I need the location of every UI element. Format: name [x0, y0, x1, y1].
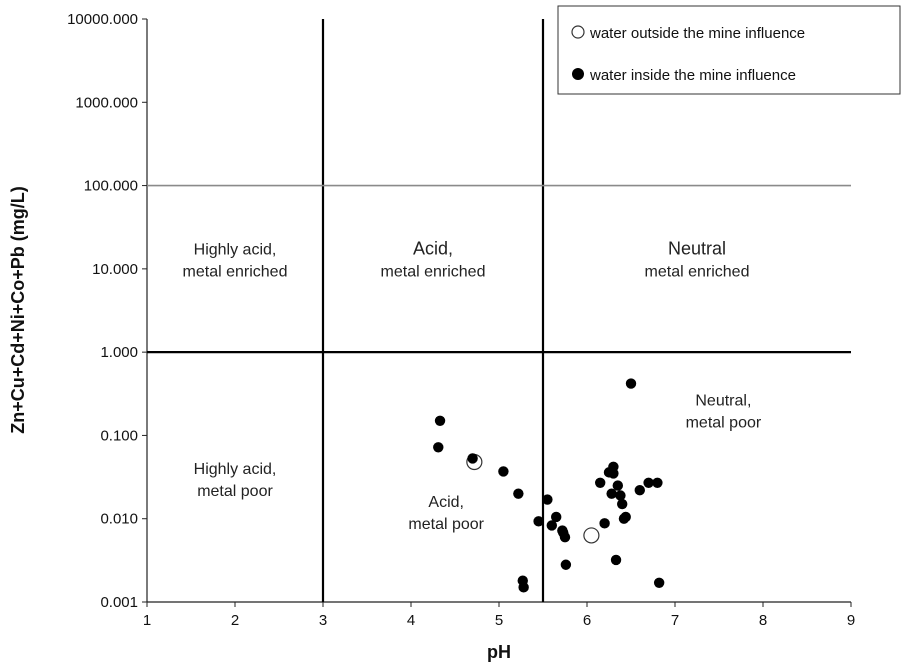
region-labels: Highly acid, metal enriched Acid, metal enr… [183, 238, 762, 533]
data-point-inside [558, 527, 569, 538]
data-point-inside [643, 477, 654, 488]
x-tick-label: 4 [407, 612, 415, 629]
y-tick-label: 1000.000 [75, 94, 138, 111]
x-tick-label: 1 [143, 612, 151, 629]
x-tick-label: 5 [495, 612, 503, 629]
data-point-inside [606, 488, 617, 499]
region-label: Highly acid, [194, 241, 277, 258]
region-label: Highly acid, [194, 461, 277, 478]
data-point-inside [467, 453, 478, 464]
region-label: Acid, [428, 494, 464, 511]
x-axis-title: pH [487, 642, 511, 662]
data-point-inside [513, 488, 524, 499]
x-tick-label: 3 [319, 612, 327, 629]
y-tick-label: 10.000 [92, 261, 138, 278]
y-axis-title: Zn+Cu+Cd+Ni+Co+Pb (mg/L) [8, 186, 28, 434]
data-point-inside [551, 511, 562, 523]
x-tick-label: 7 [671, 612, 679, 629]
legend-marker-outside [571, 25, 585, 39]
data-point-inside [608, 468, 619, 479]
data-point-inside [612, 480, 623, 491]
region-label: metal enriched [381, 263, 486, 280]
legend-label-outside: water outside the mine influence [589, 25, 805, 42]
legend-label-inside: water inside the mine influence [589, 67, 796, 84]
data-point-inside [542, 494, 553, 505]
region-label: metal poor [197, 483, 273, 500]
data-point-inside [653, 577, 665, 589]
y-tick-label: 0.001 [100, 594, 138, 611]
region-label: Neutral, [695, 392, 751, 409]
data-point-inside [595, 477, 606, 488]
y-tick-label: 10000.000 [67, 11, 138, 28]
region-label: metal poor [408, 516, 484, 533]
plot-area [146, 19, 851, 603]
region-label: metal enriched [183, 263, 288, 280]
data-point-inside [610, 554, 622, 566]
y-tick-label: 100.000 [84, 178, 138, 195]
legend: water outside the mine influence water i… [557, 5, 901, 95]
data-point-inside [434, 415, 446, 426]
y-tick-label: 0.100 [100, 427, 138, 444]
data-point-inside [546, 520, 557, 531]
data-point-outside [583, 527, 600, 544]
x-axis: 1 2 3 4 5 6 7 8 9 [143, 602, 855, 629]
region-label: metal enriched [645, 263, 750, 280]
data-point-inside [433, 442, 444, 453]
data-point-inside [498, 466, 509, 477]
data-point-inside [615, 490, 626, 501]
data-point-inside [620, 511, 631, 523]
region-label: Acid, [413, 238, 453, 258]
y-tick-label: 1.000 [100, 344, 138, 361]
data-point-inside [617, 498, 628, 510]
region-label: metal poor [686, 414, 762, 431]
data-point-inside [533, 516, 544, 527]
data-point-inside [518, 582, 529, 593]
legend-box [557, 5, 901, 95]
y-tick-label: 0.010 [100, 511, 138, 528]
legend-marker-inside [572, 68, 584, 80]
data-point-inside [625, 378, 637, 389]
data-points [433, 378, 665, 593]
data-point-inside [634, 484, 645, 496]
divider-lines [147, 19, 851, 602]
region-label: Neutral [668, 238, 726, 258]
data-point-inside [560, 559, 572, 570]
x-tick-label: 6 [583, 612, 591, 629]
data-point-inside [599, 518, 610, 529]
data-point-inside [652, 477, 663, 488]
x-tick-label: 8 [759, 612, 767, 629]
y-axis: 0.001 0.010 0.100 1.000 10.000 100.000 1000.00… [67, 11, 147, 611]
x-tick-label: 9 [847, 612, 855, 629]
x-tick-label: 2 [231, 612, 239, 629]
